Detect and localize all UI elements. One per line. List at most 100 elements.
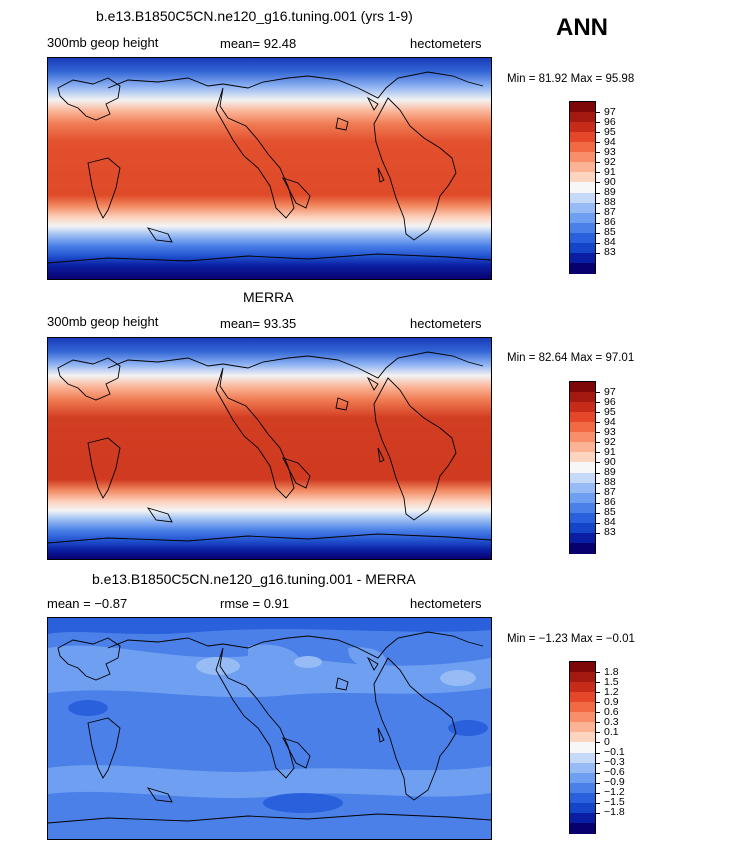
colorbar-tick	[596, 242, 600, 244]
colorbar-tick	[596, 192, 600, 194]
colorbar-swatch	[570, 442, 595, 453]
colorbar-swatch	[570, 692, 595, 703]
minmax-label-obs: Min = 82.64 Max = 97.01	[507, 352, 635, 364]
colorbar-label: 95	[604, 405, 616, 418]
colorbar-tick	[596, 172, 600, 174]
colorbar-tick	[596, 752, 600, 754]
colorbar-swatch	[570, 392, 595, 403]
colorbar-swatch	[570, 742, 595, 754]
colorbar-label: −0.3	[604, 756, 625, 769]
colorbar-swatch	[570, 712, 595, 723]
colorbar-label: 89	[604, 466, 616, 479]
colorbar-tick	[596, 402, 600, 404]
contour-map-obs	[48, 338, 491, 559]
colorbar-tick	[596, 792, 600, 794]
colorbar-tick	[596, 202, 600, 204]
colorbar-label: −1.8	[604, 806, 625, 819]
contour-map-diff	[48, 618, 491, 839]
colorbar-label: 91	[604, 445, 616, 458]
colorbar-tick	[596, 142, 600, 144]
colorbar-swatch	[570, 802, 595, 814]
colorbar-swatch	[570, 822, 595, 834]
colorbar-swatch	[570, 432, 595, 443]
colorbar-tick	[596, 452, 600, 454]
colorbar-label: 96	[604, 115, 616, 128]
colorbar-swatch	[570, 262, 595, 274]
colorbar-swatch	[570, 542, 595, 554]
colorbar-diff	[569, 661, 596, 834]
map-diff	[47, 617, 492, 840]
colorbar-tick	[596, 682, 600, 684]
colorbar-tick	[596, 412, 600, 414]
colorbar-tick	[596, 162, 600, 164]
colorbar-swatch	[570, 382, 595, 393]
colorbar-label: 94	[604, 415, 616, 428]
colorbar-swatch	[570, 452, 595, 464]
colorbar-tick	[596, 122, 600, 124]
colorbar-swatch	[570, 682, 595, 693]
colorbar-tick	[596, 802, 600, 804]
colorbar-tick	[596, 152, 600, 154]
colorbar-swatch	[570, 812, 595, 824]
colorbar-label: 96	[604, 395, 616, 408]
colorbar-tick	[596, 692, 600, 694]
colorbar-swatch	[570, 202, 595, 214]
colorbar-label: 92	[604, 155, 616, 168]
diff-rmse-label: rmse = 0.91	[220, 596, 290, 611]
colorbar-tick	[596, 712, 600, 714]
units-label-obs: hectometers	[410, 316, 482, 331]
colorbar-swatch	[570, 792, 595, 804]
colorbar-swatch	[570, 182, 595, 194]
colorbar-label: 97	[604, 385, 616, 398]
colorbar-tick	[596, 462, 600, 464]
colorbar-label: 0	[604, 735, 610, 748]
colorbar-swatch	[570, 252, 595, 264]
colorbar-tick	[596, 512, 600, 514]
colorbar-label: 84	[604, 516, 616, 529]
colorbar-label: −0.6	[604, 766, 625, 779]
season-label: ANN	[556, 14, 608, 41]
colorbar-tick	[596, 432, 600, 434]
colorbar-tick	[596, 722, 600, 724]
colorbar-swatch	[570, 222, 595, 234]
colorbar-label: −1.2	[604, 786, 625, 799]
colorbar-tick	[596, 772, 600, 774]
colorbar-swatch	[570, 672, 595, 683]
mean-label-model: mean= 92.48	[220, 36, 297, 51]
diff-mean-label: mean = −0.87	[47, 596, 128, 611]
minmax-label-diff: Min = −1.23 Max = −0.01	[507, 633, 635, 645]
units-label-model: hectometers	[410, 36, 482, 51]
colorbar-label: 1.2	[604, 685, 619, 698]
colorbar-label: −0.1	[604, 746, 625, 759]
colorbar-swatch	[570, 482, 595, 494]
colorbar-tick	[596, 212, 600, 214]
colorbar-label: −1.5	[604, 796, 625, 809]
colorbar-tick	[596, 812, 600, 814]
colorbar-swatch	[570, 422, 595, 433]
panel-title-obs: MERRA	[243, 289, 294, 305]
colorbar-swatch	[570, 492, 595, 504]
colorbar-tick	[596, 532, 600, 534]
colorbar-label: 94	[604, 135, 616, 148]
colorbar-label: 87	[604, 486, 616, 499]
colorbar-label: 97	[604, 105, 616, 118]
colorbar-label: 95	[604, 125, 616, 138]
colorbar-obs	[569, 381, 596, 554]
colorbar-tick	[596, 182, 600, 184]
colorbar-tick	[596, 132, 600, 134]
map-model	[47, 57, 492, 280]
colorbar-label: 1.8	[604, 665, 619, 678]
colorbar-swatch	[570, 152, 595, 163]
colorbar-swatch	[570, 132, 595, 143]
colorbar-swatch	[570, 732, 595, 744]
colorbar-swatch	[570, 522, 595, 534]
colorbar-tick	[596, 222, 600, 224]
colorbar-swatch	[570, 462, 595, 474]
colorbar-tick	[596, 502, 600, 504]
colorbar-swatch	[570, 102, 595, 113]
colorbar-swatch	[570, 122, 595, 133]
colorbar-label: 84	[604, 236, 616, 249]
colorbar-swatch	[570, 752, 595, 764]
colorbar-swatch	[570, 172, 595, 184]
colorbar-swatch	[570, 142, 595, 153]
